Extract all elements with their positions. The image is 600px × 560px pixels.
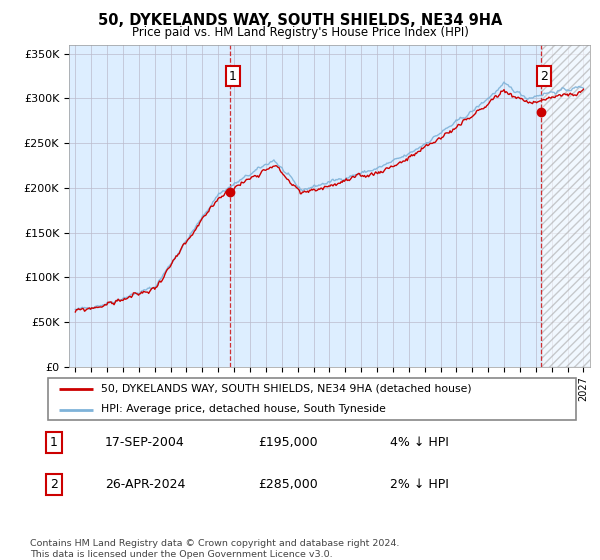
Text: 2: 2 <box>540 69 548 83</box>
Text: 1: 1 <box>50 436 58 449</box>
FancyBboxPatch shape <box>48 378 576 420</box>
Text: Price paid vs. HM Land Registry's House Price Index (HPI): Price paid vs. HM Land Registry's House … <box>131 26 469 39</box>
Text: 26-APR-2024: 26-APR-2024 <box>105 478 185 491</box>
Text: Contains HM Land Registry data © Crown copyright and database right 2024.
This d: Contains HM Land Registry data © Crown c… <box>30 539 400 559</box>
Text: 1: 1 <box>229 69 237 83</box>
Text: HPI: Average price, detached house, South Tyneside: HPI: Average price, detached house, Sout… <box>101 404 386 414</box>
Text: 17-SEP-2004: 17-SEP-2004 <box>105 436 185 449</box>
Text: 50, DYKELANDS WAY, SOUTH SHIELDS, NE34 9HA: 50, DYKELANDS WAY, SOUTH SHIELDS, NE34 9… <box>98 13 502 29</box>
Text: £195,000: £195,000 <box>258 436 317 449</box>
Text: 2: 2 <box>50 478 58 491</box>
Text: 4% ↓ HPI: 4% ↓ HPI <box>390 436 449 449</box>
Text: 2% ↓ HPI: 2% ↓ HPI <box>390 478 449 491</box>
Text: 50, DYKELANDS WAY, SOUTH SHIELDS, NE34 9HA (detached house): 50, DYKELANDS WAY, SOUTH SHIELDS, NE34 9… <box>101 384 472 394</box>
Text: £285,000: £285,000 <box>258 478 318 491</box>
Bar <box>542 45 598 367</box>
